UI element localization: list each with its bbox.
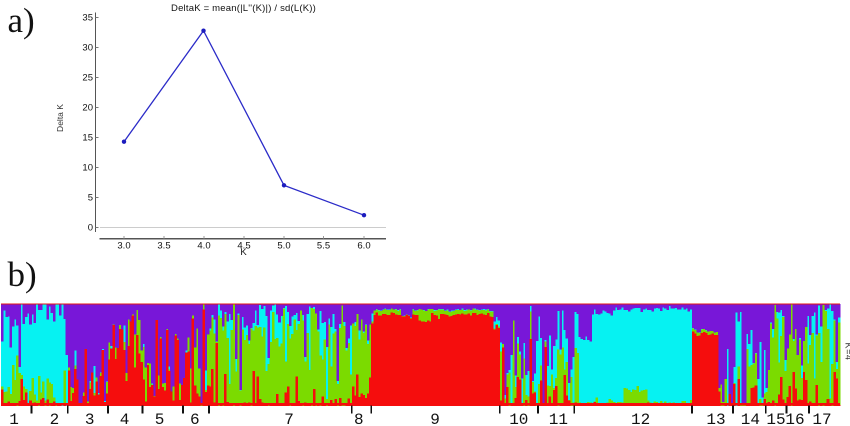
svg-text:9: 9 bbox=[430, 411, 440, 426]
svg-text:1: 1 bbox=[9, 411, 19, 426]
svg-text:25: 25 bbox=[82, 73, 93, 84]
svg-text:15: 15 bbox=[766, 411, 785, 426]
svg-text:2: 2 bbox=[50, 411, 60, 426]
svg-text:3: 3 bbox=[85, 411, 95, 426]
svg-text:13: 13 bbox=[706, 411, 725, 426]
svg-text:5: 5 bbox=[155, 411, 165, 426]
svg-text:Delta K: Delta K bbox=[55, 104, 65, 132]
svg-text:17: 17 bbox=[812, 411, 831, 426]
svg-text:4.0: 4.0 bbox=[197, 241, 210, 252]
svg-text:4: 4 bbox=[120, 411, 130, 426]
svg-text:30: 30 bbox=[82, 43, 93, 54]
svg-text:35: 35 bbox=[82, 13, 93, 24]
svg-text:K=4: K=4 bbox=[844, 342, 850, 360]
svg-text:3.5: 3.5 bbox=[157, 241, 170, 252]
svg-text:11: 11 bbox=[549, 411, 568, 426]
svg-text:5.5: 5.5 bbox=[317, 241, 330, 252]
svg-text:K: K bbox=[240, 247, 247, 258]
svg-text:0: 0 bbox=[88, 223, 93, 234]
svg-text:5.0: 5.0 bbox=[277, 241, 290, 252]
svg-text:20: 20 bbox=[82, 103, 93, 114]
svg-text:16: 16 bbox=[785, 411, 804, 426]
svg-text:10: 10 bbox=[509, 411, 528, 426]
svg-text:3.0: 3.0 bbox=[117, 241, 130, 252]
svg-text:a): a) bbox=[8, 1, 35, 40]
svg-text:DeltaK = mean(|L''(K)|) / sd(L: DeltaK = mean(|L''(K)|) / sd(L(K)) bbox=[171, 3, 316, 14]
svg-text:4.5: 4.5 bbox=[237, 241, 250, 252]
svg-text:15: 15 bbox=[82, 133, 93, 144]
svg-text:14: 14 bbox=[741, 411, 760, 426]
svg-text:6.0: 6.0 bbox=[357, 241, 370, 252]
svg-text:5: 5 bbox=[88, 193, 93, 204]
svg-text:b): b) bbox=[8, 255, 37, 294]
svg-text:6: 6 bbox=[190, 411, 200, 426]
svg-text:7: 7 bbox=[284, 411, 294, 426]
svg-text:12: 12 bbox=[631, 411, 650, 426]
svg-text:8: 8 bbox=[354, 411, 364, 426]
svg-text:10: 10 bbox=[82, 163, 93, 174]
